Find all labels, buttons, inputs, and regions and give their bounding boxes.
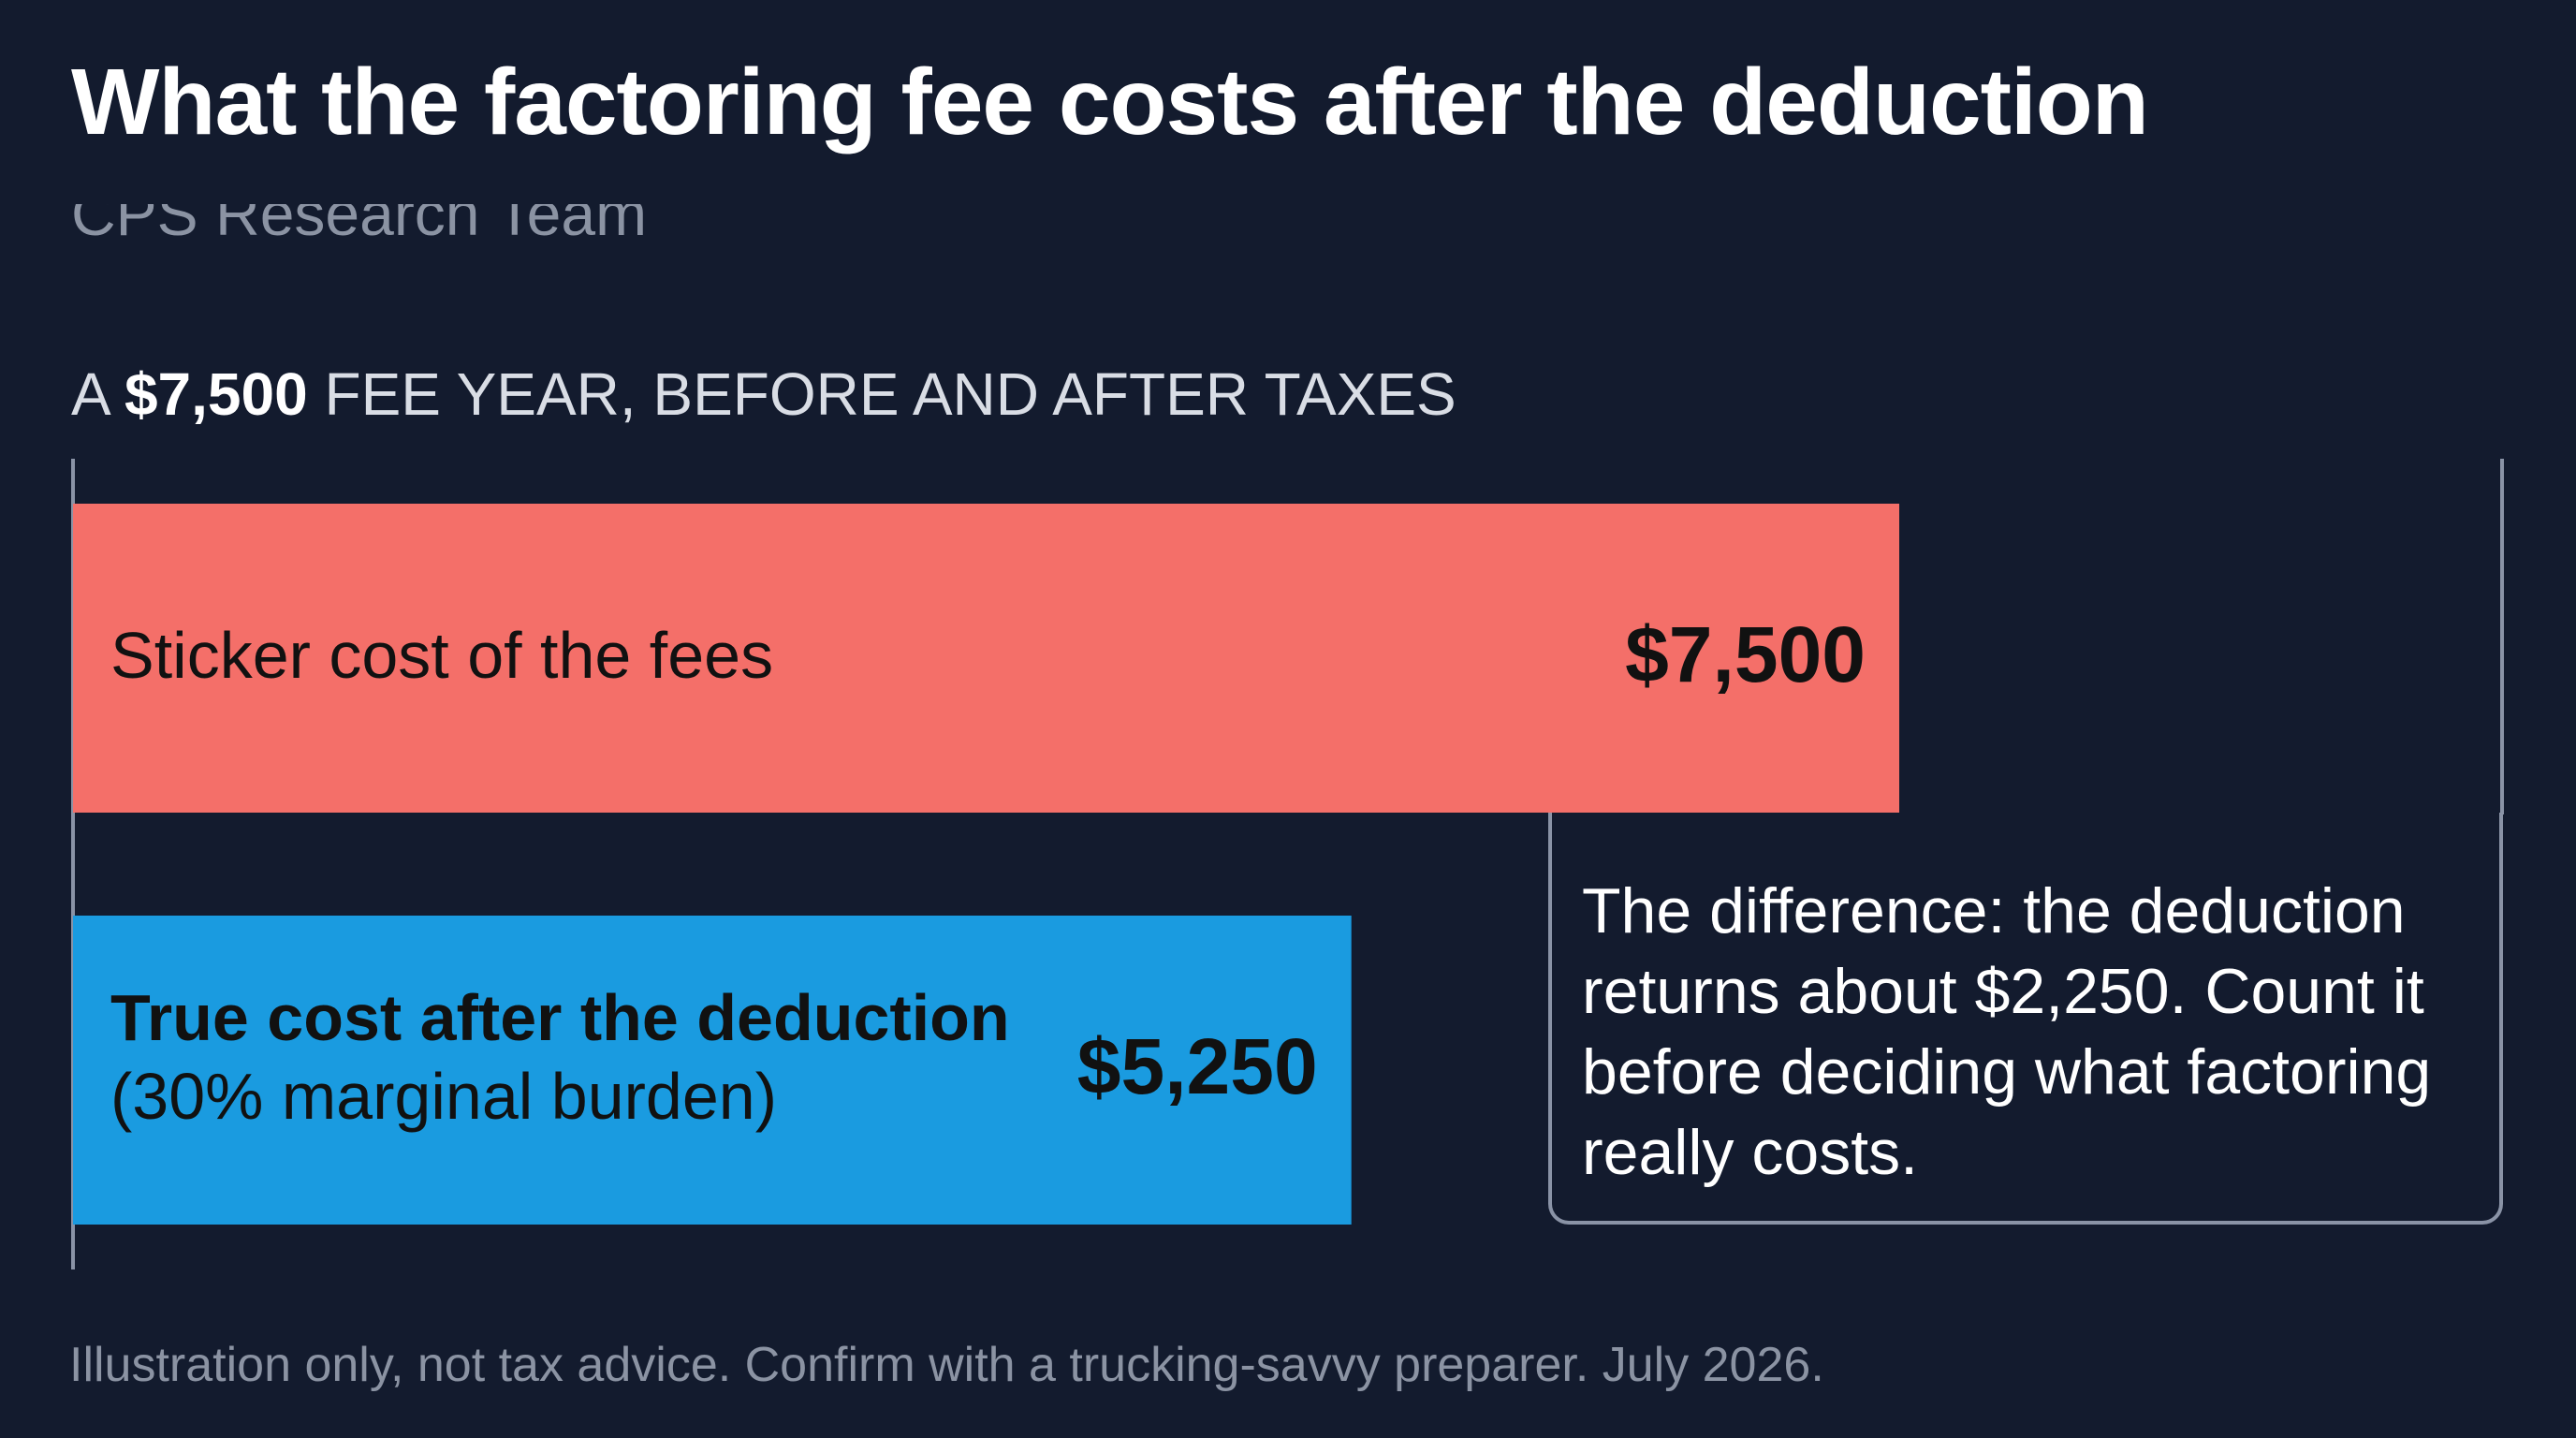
byline: CPS Research Team [71, 204, 648, 248]
callout-text: The difference: the deduction returns ab… [1582, 875, 2432, 1188]
bar-label-2: True cost after the deduction [110, 981, 1010, 1054]
value-label-1: $7,500 [1625, 610, 1866, 698]
bar-1 [73, 504, 1899, 813]
bar-sublabel-2: (30% marginal burden) [110, 1060, 777, 1133]
subtitle-prefix: A [71, 360, 124, 428]
bar-2 [73, 916, 1352, 1225]
chart-subtitle: A $7,500 FEE YEAR, BEFORE AND AFTER TAXE… [71, 360, 1456, 429]
subtitle-suffix: FEE YEAR, BEFORE AND AFTER TAXES [307, 360, 1456, 428]
subtitle-amount: $7,500 [124, 360, 308, 428]
footnote: Illustration only, not tax advice. Confi… [69, 1338, 1824, 1392]
callout-bracket-arm [2500, 459, 2504, 814]
byline-clip: CPS Research Team [71, 204, 914, 257]
callout-box [1548, 813, 2503, 1225]
value-label-2: $5,250 [1077, 1022, 1318, 1110]
bar-label-1: Sticker cost of the fees [110, 619, 773, 692]
chart-title: What the factoring fee costs after the d… [71, 50, 2149, 154]
